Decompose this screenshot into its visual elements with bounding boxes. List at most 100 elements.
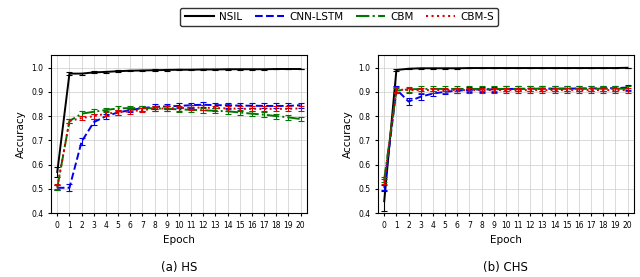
CBM [297,117,305,121]
NSIL [102,70,110,74]
CNN-LSTM [260,104,268,107]
CNN-LSTM [139,106,147,110]
CBM-S [297,107,305,110]
Y-axis label: Accuracy: Accuracy [343,111,353,158]
Line: CBM-S: CBM-S [384,89,627,182]
CBM [502,87,509,91]
NSIL [151,68,159,72]
CBM-S [465,88,473,92]
Line: NSIL: NSIL [384,68,627,201]
Y-axis label: Accuracy: Accuracy [16,111,26,158]
CBM [200,109,207,112]
CBM [285,116,292,119]
CBM-S [526,88,534,92]
CBM-S [514,88,522,92]
CBM [139,106,147,110]
CBM-S [102,112,110,115]
CBM-S [429,88,436,92]
CBM [224,110,232,113]
CBM [441,87,449,91]
CBM [260,113,268,116]
CNN-LSTM [200,103,207,106]
CNN-LSTM [587,87,595,90]
CNN-LSTM [417,95,424,98]
NSIL [212,68,220,71]
CNN-LSTM [502,87,509,91]
NSIL [163,68,171,72]
CNN-LSTM [538,87,546,90]
CBM [611,87,619,90]
CBM [102,108,110,112]
NSIL [200,68,207,71]
CNN-LSTM [78,140,86,143]
CBM [151,107,159,110]
NSIL [465,66,473,70]
CNN-LSTM [115,111,122,114]
CNN-LSTM [404,100,412,103]
CNN-LSTM [441,90,449,94]
CBM [453,87,461,91]
CNN-LSTM [563,87,570,90]
CNN-LSTM [273,104,280,107]
CBM-S [285,107,292,111]
CNN-LSTM [285,104,292,107]
CNN-LSTM [623,86,631,89]
CNN-LSTM [490,88,497,91]
CBM [550,87,558,90]
X-axis label: Epoch: Epoch [163,235,195,245]
NSIL [224,68,232,71]
CBM [212,109,220,112]
NSIL [115,70,122,73]
NSIL [392,68,400,72]
CBM [526,87,534,90]
CBM [599,87,607,90]
Line: CBM: CBM [58,108,301,188]
CBM-S [623,88,631,92]
CNN-LSTM [392,88,400,91]
CNN-LSTM [514,87,522,91]
CBM [54,186,61,189]
CNN-LSTM [380,186,388,189]
CBM [127,106,134,110]
CBM-S [248,107,256,111]
CBM-S [599,88,607,92]
CBM-S [477,88,485,92]
CBM [163,107,171,111]
Line: CBM: CBM [384,89,627,179]
NSIL [175,68,183,71]
CBM-S [260,107,268,111]
CNN-LSTM [151,105,159,109]
NSIL [538,66,546,70]
Line: CBM-S: CBM-S [58,108,301,187]
CNN-LSTM [453,89,461,92]
CBM-S [502,88,509,92]
CNN-LSTM [127,108,134,112]
CBM-S [139,108,147,112]
CBM [514,87,522,91]
CNN-LSTM [248,104,256,107]
CBM [380,178,388,181]
CNN-LSTM [599,86,607,90]
NSIL [550,66,558,70]
CNN-LSTM [163,105,171,108]
CBM [273,114,280,118]
NSIL [502,66,509,70]
CBM-S [453,88,461,92]
CBM-S [175,106,183,110]
NSIL [429,66,436,70]
CBM-S [200,106,207,109]
CBM-S [563,88,570,92]
CBM [575,87,582,90]
CNN-LSTM [575,87,582,90]
NSIL [236,68,244,71]
CBM-S [417,88,424,92]
CNN-LSTM [236,104,244,107]
CBM-S [538,88,546,92]
CBM [66,119,74,123]
CNN-LSTM [175,104,183,107]
CBM [115,107,122,110]
CBM [417,87,424,91]
CBM-S [212,106,220,110]
NSIL [66,72,74,75]
Line: CNN-LSTM: CNN-LSTM [384,88,627,188]
